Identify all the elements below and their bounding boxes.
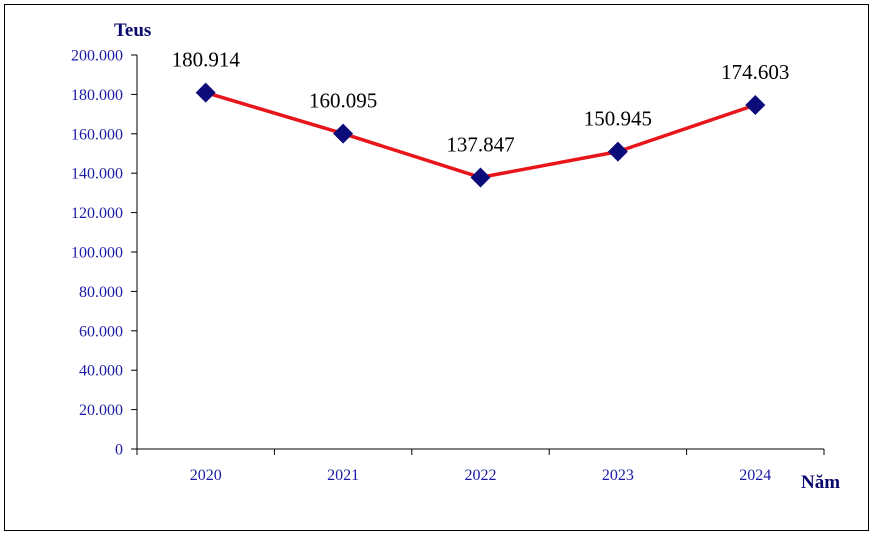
y-tick-label: 180.000: [71, 87, 123, 104]
y-tick-label: 140.000: [71, 166, 123, 183]
x-tick-label: 2021: [327, 467, 359, 484]
y-axis-title: Teus: [114, 20, 151, 41]
y-tick-label: 200.000: [71, 48, 123, 65]
data-labels: 180.914 160.095 137.847 150.945 174.603: [172, 48, 790, 157]
x-axis-title: Năm: [801, 472, 840, 493]
data-label: 180.914: [172, 48, 241, 72]
x-tick-label: 2024: [739, 467, 771, 484]
y-tick-label: 120.000: [71, 205, 123, 222]
x-tick-label: 2022: [465, 467, 497, 484]
x-tick-label: 2023: [602, 467, 634, 484]
data-point-marker: [333, 123, 354, 144]
y-tick-label: 160.000: [71, 126, 123, 143]
y-tick-label: 40.000: [79, 363, 123, 380]
y-tick-label: 80.000: [79, 284, 123, 301]
data-point-marker: [607, 141, 628, 162]
y-tick-label: 20.000: [79, 402, 123, 419]
data-label: 150.945: [584, 107, 652, 131]
data-label: 137.847: [446, 132, 514, 156]
x-tick-label: 2020: [190, 467, 222, 484]
series-teus: [195, 82, 766, 188]
y-tick-label: 0: [115, 442, 123, 459]
x-axis: 2020 2021 2022 2023 2024: [136, 448, 825, 484]
data-label: 160.095: [309, 89, 377, 113]
data-point-marker: [470, 167, 491, 188]
data-label: 174.603: [721, 60, 789, 84]
data-point-marker: [195, 82, 216, 103]
y-tick-label: 60.000: [79, 323, 123, 340]
y-axis: 0 20.000 40.000 60.000 80.000 100.000 120.000 1…: [71, 48, 138, 459]
y-tick-label: 100.000: [71, 245, 123, 262]
chart-frame: [4, 4, 869, 531]
data-point-marker: [745, 95, 766, 116]
